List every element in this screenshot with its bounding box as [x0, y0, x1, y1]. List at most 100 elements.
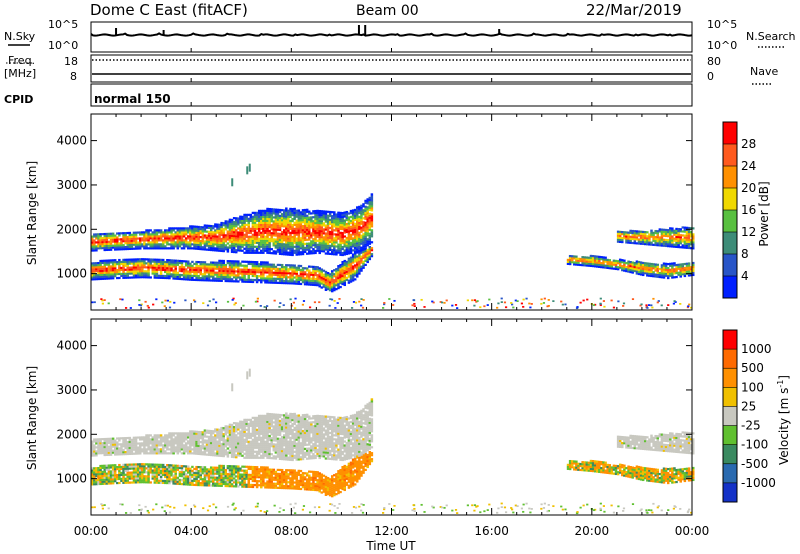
- velocity-cell: [247, 475, 250, 478]
- power-cell: [151, 245, 155, 248]
- power-cell: [637, 262, 641, 266]
- power-cell: [274, 234, 278, 237]
- velocity-cell: [105, 472, 109, 475]
- power-cell: [95, 276, 98, 279]
- velocity-cell: [285, 475, 288, 478]
- power-cell: [646, 272, 649, 275]
- power-cell: [291, 266, 294, 269]
- velocity-cell: [241, 483, 244, 486]
- velocity-cell: [105, 464, 109, 467]
- velocity-cell: [189, 479, 192, 482]
- power-cell: [180, 262, 184, 265]
- velocity-cell: [97, 476, 100, 480]
- power-cell: [341, 268, 344, 272]
- velocity-cell: [166, 468, 169, 471]
- power-cell: [97, 241, 100, 244]
- power-cell: [360, 208, 363, 211]
- power-cell: [303, 226, 307, 230]
- power-cell: [216, 247, 219, 250]
- velocity-cell: [184, 467, 188, 470]
- velocity-cell: [255, 480, 259, 483]
- power-cell: [253, 241, 257, 244]
- power-cell: [249, 239, 253, 242]
- power-cell: [226, 248, 230, 251]
- power-cell: [99, 239, 102, 242]
- power-cell: [351, 217, 355, 220]
- power-cell: [687, 236, 691, 240]
- power-cell: [568, 260, 572, 264]
- velocity-cell: [193, 467, 196, 471]
- power-cell: [251, 235, 255, 238]
- power-cell: [677, 243, 680, 247]
- power-cell: [328, 287, 332, 290]
- power-cell: [228, 266, 232, 269]
- power-cell: [289, 253, 292, 256]
- power-cell: [118, 248, 121, 251]
- power-cell: [153, 241, 157, 244]
- power-cell: [320, 226, 324, 229]
- power-cell: [228, 272, 232, 275]
- power-cell: [195, 270, 198, 274]
- velocity-cell: [174, 476, 177, 479]
- power-cell: [239, 276, 242, 279]
- power-cell: [308, 250, 311, 253]
- power-cell: [230, 220, 234, 224]
- power-cell: [312, 267, 315, 270]
- power-cell: [274, 230, 278, 233]
- velocity-cell: [111, 476, 115, 479]
- power-cell: [243, 247, 246, 250]
- power-clutter-cell: [140, 303, 143, 306]
- power-cell: [249, 229, 253, 232]
- power-cell: [285, 209, 288, 212]
- velocity-cell: [266, 476, 269, 479]
- power-cell: [241, 219, 244, 222]
- power-cell: [585, 262, 589, 265]
- power-cell: [220, 239, 223, 243]
- velocity-cell: [132, 469, 136, 472]
- power-clutter-cell: [388, 298, 391, 300]
- power-cell: [328, 244, 332, 248]
- power-clutter-cell: [594, 303, 597, 306]
- power-cell: [660, 238, 664, 241]
- power-cell: [262, 249, 265, 252]
- velocity-cell: [182, 471, 186, 474]
- velocity-cell: [182, 477, 186, 480]
- power-cell: [195, 225, 198, 228]
- velocity-cell: [149, 465, 152, 468]
- power-cell: [677, 241, 680, 245]
- colorbar-tick-label: 4: [741, 269, 749, 283]
- power-cell: [197, 231, 200, 235]
- velocity-cell: [214, 484, 217, 487]
- power-cell: [364, 243, 367, 246]
- power-cell: [322, 277, 326, 280]
- power-cell: [264, 227, 267, 230]
- velocity-cell: [197, 483, 200, 487]
- power-cell: [234, 231, 238, 234]
- power-cell: [272, 250, 276, 253]
- power-cell: [95, 274, 98, 277]
- velocity-cell: [132, 467, 136, 470]
- power-cell: [128, 235, 132, 239]
- velocity-cell: [257, 480, 261, 483]
- power-cell: [360, 204, 363, 207]
- power-cell: [164, 260, 167, 264]
- power-cell: [280, 217, 284, 220]
- power-cell: [356, 212, 359, 215]
- velocity-cell: [207, 480, 211, 483]
- power-cell: [297, 227, 301, 230]
- velocity-cell: [257, 468, 261, 471]
- power-clutter-cell: [599, 297, 602, 300]
- power-cell: [621, 240, 624, 244]
- power-cell: [343, 219, 346, 222]
- power-cell: [247, 276, 250, 279]
- power-cell: [635, 230, 639, 233]
- power-cell: [673, 233, 676, 236]
- velocity-cell: [168, 472, 171, 475]
- power-cell: [257, 245, 261, 248]
- power-cell: [197, 245, 200, 249]
- power-cell: [675, 233, 678, 236]
- power-cell: [239, 264, 242, 267]
- velocity-cell: [226, 475, 230, 478]
- power-cell: [107, 236, 111, 239]
- velocity-cell: [101, 482, 104, 485]
